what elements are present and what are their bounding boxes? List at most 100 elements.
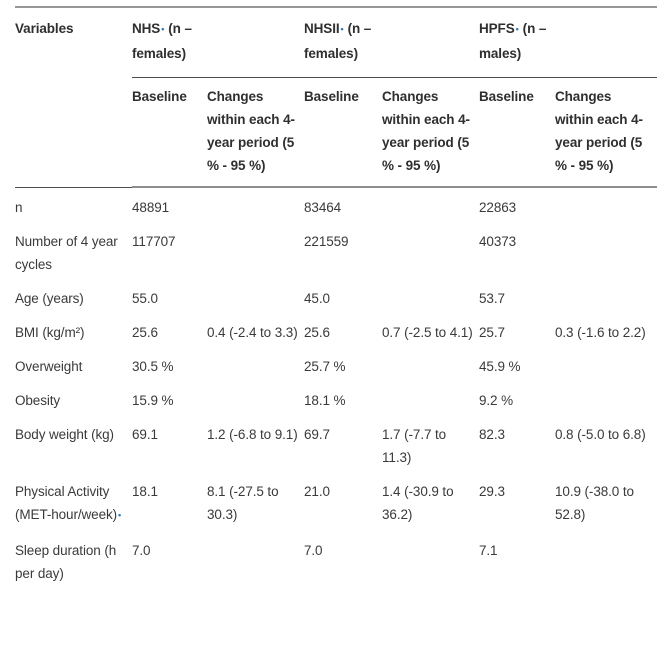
baseline-value-cell: 82.3 bbox=[479, 418, 555, 475]
changes-value-cell bbox=[382, 225, 479, 282]
changes-value-cell bbox=[207, 282, 304, 316]
footnote-marker-icon[interactable]: • bbox=[515, 24, 519, 34]
changes-value-cell: 8.1 (-27.5 to 30.3) bbox=[207, 475, 304, 534]
cell-text: 18.1 bbox=[132, 484, 158, 499]
changes-value-cell: 1.7 (-7.7 to 11.3) bbox=[382, 418, 479, 475]
group-header-nhs: NHS• (n – females) bbox=[132, 7, 304, 78]
row-label-cell: Sleep duration (h per day) bbox=[15, 534, 132, 591]
changes-value-cell bbox=[207, 225, 304, 282]
cell-text: 82.3 bbox=[479, 427, 505, 442]
cell-text: 9.2 % bbox=[479, 393, 514, 408]
baseline-value-cell: 45.9 % bbox=[479, 350, 555, 384]
footnote-marker-icon[interactable]: • bbox=[118, 510, 122, 520]
group-header-row: Variables NHS• (n – females) NHSII• (n – f… bbox=[15, 7, 657, 188]
cell-text: 69.1 bbox=[132, 427, 158, 442]
changes-value-cell bbox=[207, 187, 304, 225]
row-label-text: Body weight (kg) bbox=[15, 427, 114, 442]
row-label-cell: Overweight bbox=[15, 350, 132, 384]
row-label-cell: Physical Activity (MET-hour/week)• bbox=[15, 475, 132, 534]
cell-text: 7.0 bbox=[304, 543, 323, 558]
subheader-text: Baseline bbox=[479, 89, 534, 104]
subheader-text: Changes within each 4-year period (5 % -… bbox=[382, 89, 470, 173]
cell-text: 25.7 % bbox=[304, 359, 346, 374]
paper-table-container: Variables NHS• (n – females) NHSII• (n – f… bbox=[15, 6, 657, 591]
baseline-value-cell: 45.0 bbox=[304, 282, 382, 316]
group-header-text: NHSII• (n – females) bbox=[304, 17, 374, 65]
table-body: n 48891 83464 22863 Number of 4 year cycles 1… bbox=[15, 187, 657, 591]
subheader-text: Changes within each 4-year period (5 % -… bbox=[555, 89, 643, 173]
row-label-cell: Obesity bbox=[15, 384, 132, 418]
footnote-marker-icon[interactable]: • bbox=[161, 24, 165, 34]
cohort-suffix: (n – males) bbox=[479, 21, 547, 61]
baseline-value-cell: 29.3 bbox=[479, 475, 555, 534]
row-label-text: BMI (kg/m²) bbox=[15, 325, 85, 340]
subheader-text: Changes within each 4-year period (5 % -… bbox=[207, 89, 295, 173]
subheader-changes: Changes within each 4-year period (5 % -… bbox=[382, 77, 479, 188]
changes-value-cell bbox=[555, 282, 657, 316]
row-label-text: Sleep duration (h per day) bbox=[15, 543, 117, 581]
cohort-characteristics-table: Variables NHS• (n – females) NHSII• (n – f… bbox=[15, 6, 657, 591]
cell-text: 0.8 (-5.0 to 6.8) bbox=[555, 427, 646, 442]
changes-value-cell: 0.7 (-2.5 to 4.1) bbox=[382, 316, 479, 350]
baseline-value-cell: 69.1 bbox=[132, 418, 207, 475]
baseline-value-cell: 25.6 bbox=[132, 316, 207, 350]
row-label-text: Obesity bbox=[15, 393, 61, 408]
cell-text: 69.7 bbox=[304, 427, 330, 442]
baseline-value-cell: 55.0 bbox=[132, 282, 207, 316]
baseline-value-cell: 40373 bbox=[479, 225, 555, 282]
cell-text: 1.4 (-30.9 to 36.2) bbox=[382, 484, 454, 522]
subheader-baseline: Baseline bbox=[132, 77, 207, 188]
subheader-baseline: Baseline bbox=[479, 77, 555, 188]
row-label-cell: Body weight (kg) bbox=[15, 418, 132, 475]
baseline-value-cell: 15.9 % bbox=[132, 384, 207, 418]
changes-value-cell bbox=[555, 225, 657, 282]
baseline-value-cell: 21.0 bbox=[304, 475, 382, 534]
changes-value-cell bbox=[207, 350, 304, 384]
baseline-value-cell: 83464 bbox=[304, 187, 382, 225]
cell-text: 10.9 (-38.0 to 52.8) bbox=[555, 484, 634, 522]
cell-text: 83464 bbox=[304, 200, 342, 215]
changes-value-cell bbox=[555, 350, 657, 384]
baseline-value-cell: 18.1 bbox=[132, 475, 207, 534]
variables-column-header: Variables bbox=[15, 7, 132, 188]
cell-text: 29.3 bbox=[479, 484, 505, 499]
row-label-text: Physical Activity (MET-hour/week) bbox=[15, 484, 118, 522]
changes-value-cell bbox=[382, 350, 479, 384]
subheader-changes: Changes within each 4-year period (5 % -… bbox=[555, 77, 657, 188]
baseline-value-cell: 69.7 bbox=[304, 418, 382, 475]
cell-text: 221559 bbox=[304, 234, 349, 249]
cohort-name: HPFS bbox=[479, 21, 515, 36]
table-row: Physical Activity (MET-hour/week)• 18.1 8.… bbox=[15, 475, 657, 534]
table-row: BMI (kg/m²) 25.6 0.4 (-2.4 to 3.3) 25.6 0.7 … bbox=[15, 316, 657, 350]
group-header-text: NHS• (n – females) bbox=[132, 17, 208, 65]
cohort-name: NHS bbox=[132, 21, 161, 36]
table-row: Number of 4 year cycles 117707 221559 40373 bbox=[15, 225, 657, 282]
cell-text: 55.0 bbox=[132, 291, 158, 306]
changes-value-cell bbox=[555, 187, 657, 225]
footnote-marker-icon[interactable]: • bbox=[340, 24, 344, 34]
changes-value-cell bbox=[555, 534, 657, 591]
row-label-cell: n bbox=[15, 187, 132, 225]
cohort-suffix: (n – females) bbox=[304, 21, 372, 61]
cell-text: 48891 bbox=[132, 200, 170, 215]
changes-value-cell: 0.4 (-2.4 to 3.3) bbox=[207, 316, 304, 350]
cell-text: 45.9 % bbox=[479, 359, 521, 374]
sub-header-row: Baseline Changes within each 4-year peri… bbox=[15, 77, 657, 188]
changes-value-cell bbox=[382, 534, 479, 591]
baseline-value-cell: 7.0 bbox=[132, 534, 207, 591]
baseline-value-cell: 25.6 bbox=[304, 316, 382, 350]
baseline-value-cell: 9.2 % bbox=[479, 384, 555, 418]
table-row: Overweight 30.5 % 25.7 % 45.9 % bbox=[15, 350, 657, 384]
changes-value-cell bbox=[555, 384, 657, 418]
cell-text: 0.4 (-2.4 to 3.3) bbox=[207, 325, 298, 340]
table-row: Obesity 15.9 % 18.1 % 9.2 % bbox=[15, 384, 657, 418]
cohort-name: NHSII bbox=[304, 21, 340, 36]
cell-text: 45.0 bbox=[304, 291, 330, 306]
baseline-value-cell: 30.5 % bbox=[132, 350, 207, 384]
group-header-hpfs: HPFS• (n – males) bbox=[479, 7, 657, 78]
cell-text: 8.1 (-27.5 to 30.3) bbox=[207, 484, 279, 522]
table-row: Sleep duration (h per day) 7.0 7.0 7.1 bbox=[15, 534, 657, 591]
subheader-baseline: Baseline bbox=[304, 77, 382, 188]
baseline-value-cell: 25.7 % bbox=[304, 350, 382, 384]
row-label-text: Age (years) bbox=[15, 291, 84, 306]
